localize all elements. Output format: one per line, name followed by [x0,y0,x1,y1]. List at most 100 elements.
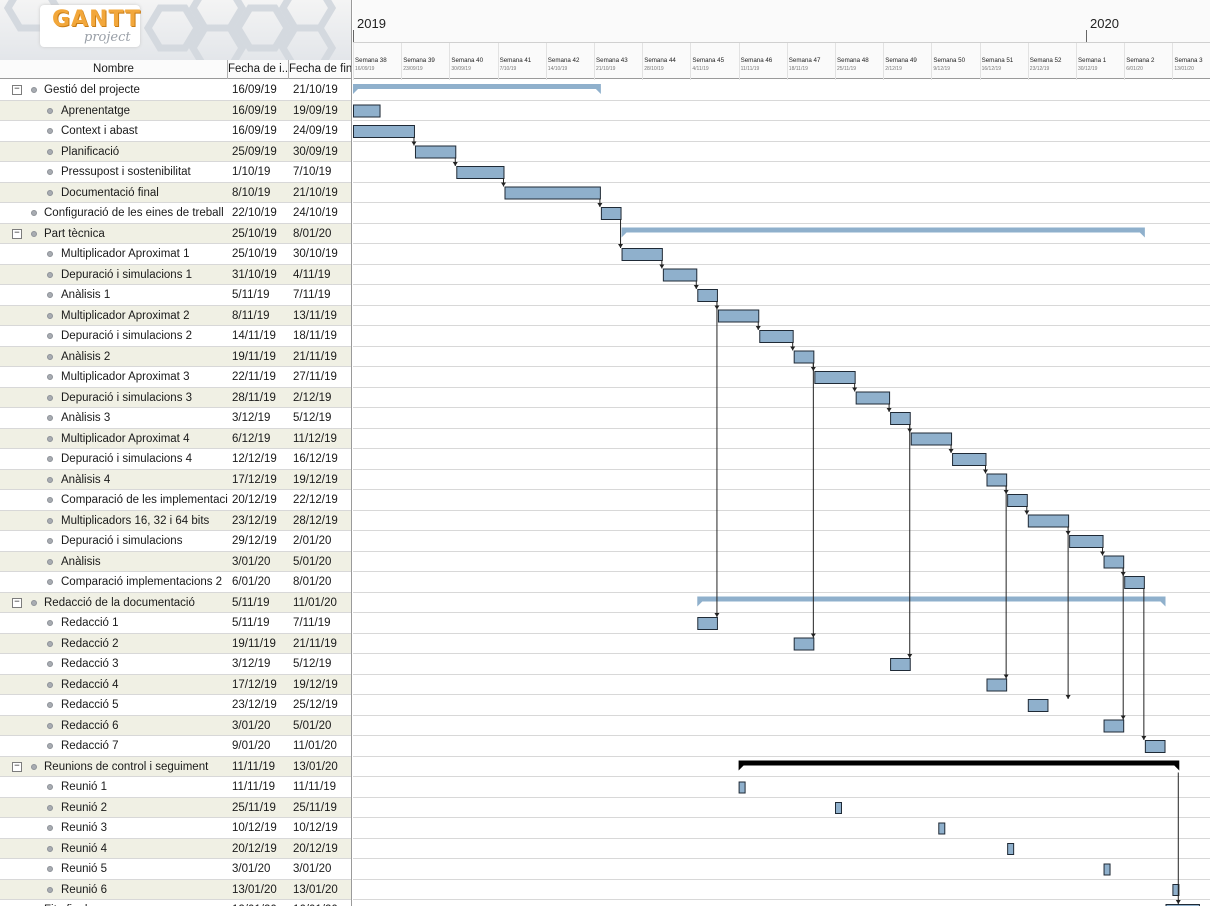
task-name[interactable]: Anàlisis 1 [61,289,111,301]
task-name[interactable]: Multiplicador Aproximat 3 [61,371,190,383]
table-row[interactable]: − Reunions de control i seguiment 11/11/19… [0,756,351,777]
meeting-bar[interactable] [1103,863,1111,876]
task-name[interactable]: Depuració i simulacions 2 [61,330,193,342]
meeting-bar[interactable] [835,802,842,814]
table-row[interactable]: Context i abast 16/09/19 24/09/19 [0,121,351,142]
task-name[interactable]: Pressupost i sostenibilitat [61,166,191,178]
task-name[interactable]: Depuració i simulacions 1 [61,268,193,281]
task-start-date[interactable]: 9/01/20 [232,740,271,752]
task-name[interactable]: Documentació final [61,186,159,199]
table-row[interactable]: Redacció 3 3/12/19 5/12/19 [0,654,351,675]
task-start-date[interactable]: 6/01/20 [232,576,271,588]
task-end-date[interactable]: 16/12/19 [293,453,338,465]
task-end-date[interactable]: 21/11/19 [293,350,337,363]
task-name[interactable]: Reunió 4 [61,842,108,855]
task-name[interactable]: Redacció 6 [61,719,119,732]
column-header-name[interactable]: Nombre [0,60,228,79]
task-end-date[interactable]: 5/12/19 [293,412,332,424]
task-name[interactable]: Redacció de la documentació [44,596,195,609]
task-bar[interactable] [621,248,663,261]
task-start-date[interactable]: 25/10/19 [232,227,277,240]
task-end-date[interactable]: 8/01/20 [293,576,332,588]
task-bar[interactable] [456,166,505,179]
task-start-date[interactable]: 23/12/19 [232,514,277,527]
summary-bar[interactable] [621,227,1145,233]
task-bar[interactable] [890,658,911,671]
task-end-date[interactable]: 20/12/19 [293,842,338,855]
table-row[interactable]: Reunió 4 20/12/19 20/12/19 [0,838,351,859]
task-start-date[interactable]: 22/10/19 [232,207,277,219]
task-start-date[interactable]: 25/10/19 [232,248,277,260]
table-row[interactable]: Reunió 1 11/11/19 11/11/19 [0,777,351,798]
task-name[interactable]: Aprenentatge [61,104,131,117]
task-bar[interactable] [353,125,415,138]
column-header-start-date[interactable]: Fecha de i... [228,60,289,79]
task-start-date[interactable]: 13/01/20 [232,883,277,896]
table-row[interactable]: Multiplicador Aproximat 2 8/11/19 13/11/19 [0,305,351,326]
task-bar[interactable] [1103,719,1125,733]
task-bar[interactable] [600,207,622,220]
task-end-date[interactable]: 30/09/19 [293,145,338,158]
task-end-date[interactable]: 19/12/19 [293,678,338,691]
task-bar[interactable] [697,289,718,302]
task-start-date[interactable]: 5/11/19 [232,617,270,629]
task-end-date[interactable]: 24/10/19 [293,207,338,219]
task-name[interactable]: Gestió del projecte [44,84,140,96]
table-row[interactable]: Depuració i simulacions 29/12/19 2/01/20 [0,531,351,552]
task-name[interactable]: Multiplicador Aproximat 1 [61,248,190,260]
task-end-date[interactable]: 25/11/19 [293,801,337,814]
table-row[interactable]: Comparació de les implementacions 20/12/1… [0,490,351,511]
task-bar[interactable] [952,453,987,466]
table-row[interactable]: − Gestió del projecte 16/09/19 21/10/19 [0,80,351,101]
table-row[interactable]: Anàlisis 3/01/20 5/01/20 [0,551,351,572]
task-name[interactable]: Anàlisis 4 [61,473,111,486]
task-name[interactable]: Reunió 1 [61,781,108,793]
task-name[interactable]: Part tècnica [44,227,105,240]
task-bar[interactable] [759,330,794,343]
task-end-date[interactable]: 16/01/20 [293,900,351,906]
table-row[interactable]: − Part tècnica 25/10/19 8/01/20 [0,223,351,244]
task-start-date[interactable]: 3/12/19 [232,412,271,424]
task-end-date[interactable]: 28/12/19 [293,514,338,527]
task-end-date[interactable]: 4/11/19 [293,268,331,281]
task-bar[interactable] [855,391,891,405]
table-row[interactable]: Reunió 6 13/01/20 13/01/20 [0,879,351,900]
task-end-date[interactable]: 18/11/19 [293,330,337,342]
task-end-date[interactable]: 22/12/19 [293,494,338,506]
collapse-toggle-icon[interactable]: − [12,228,22,239]
task-start-date[interactable]: 14/11/19 [232,330,276,342]
task-bar[interactable] [986,473,1008,487]
task-name[interactable]: Redacció 1 [61,617,119,629]
table-row[interactable]: Configuració de les eines de treball 22/1… [0,203,351,224]
summary-bar[interactable] [738,760,1180,766]
task-end-date[interactable]: 7/10/19 [293,166,332,178]
task-name[interactable]: Redacció 2 [61,637,119,650]
task-start-date[interactable]: 5/11/19 [232,596,270,609]
task-end-date[interactable]: 11/11/19 [293,781,337,793]
table-row[interactable]: Reunió 5 3/01/20 3/01/20 [0,859,351,880]
task-name[interactable]: Redacció 7 [61,740,119,752]
task-end-date[interactable]: 5/12/19 [293,658,332,670]
task-end-date[interactable]: 13/01/20 [293,883,338,896]
task-start-date[interactable]: 25/11/19 [232,801,276,814]
task-start-date[interactable]: 11/11/19 [232,781,276,793]
task-name[interactable]: Reunions de control i seguiment [44,760,209,773]
task-bar[interactable] [1027,699,1049,712]
table-row[interactable]: Multiplicador Aproximat 3 22/11/19 27/11/1… [0,367,351,388]
task-name[interactable]: Reunió 2 [61,801,108,814]
task-start-date[interactable]: 17/12/19 [232,678,277,691]
table-row[interactable]: Anàlisis 3 3/12/19 5/12/19 [0,408,351,429]
task-bar[interactable] [1165,904,1200,906]
table-row[interactable]: Anàlisis 1 5/11/19 7/11/19 [0,285,351,306]
summary-bar[interactable] [697,596,1166,602]
task-name[interactable]: Redacció 3 [61,658,119,670]
task-name[interactable]: Redacció 5 [61,699,119,711]
task-end-date[interactable]: 27/11/19 [293,371,337,383]
task-start-date[interactable]: 23/12/19 [232,699,277,711]
task-start-date[interactable]: 10/12/19 [232,822,277,834]
task-start-date[interactable]: 3/01/20 [232,555,271,568]
task-end-date[interactable]: 3/01/20 [293,863,332,875]
task-bar[interactable] [1027,514,1070,528]
task-start-date[interactable]: 22/11/19 [232,371,276,383]
task-start-date[interactable]: 20/12/19 [232,494,277,506]
